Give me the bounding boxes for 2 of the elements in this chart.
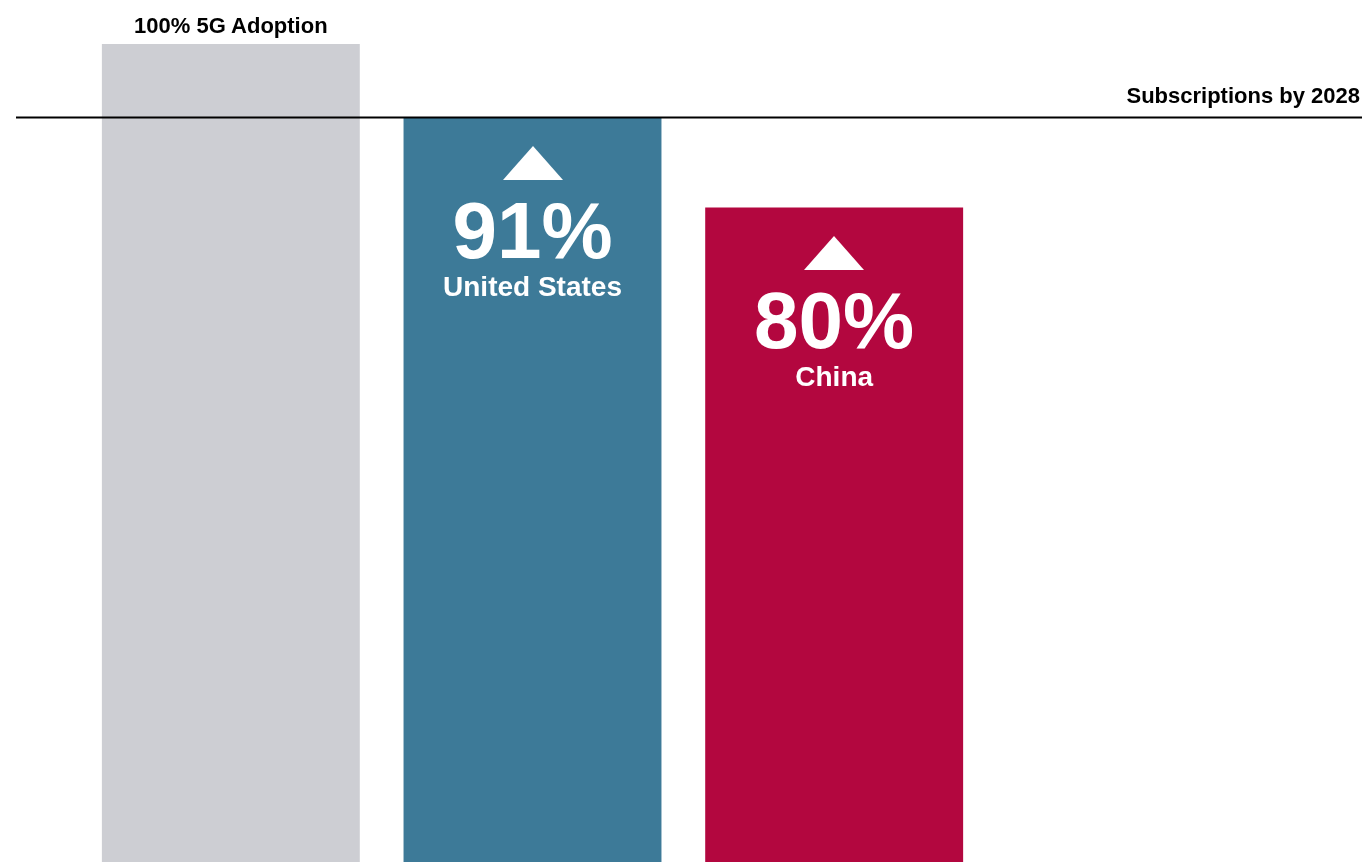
text: 100% 5G Adoption: [134, 13, 328, 39]
ref-line-label: Subscriptions by 2028: [1126, 82, 1360, 108]
